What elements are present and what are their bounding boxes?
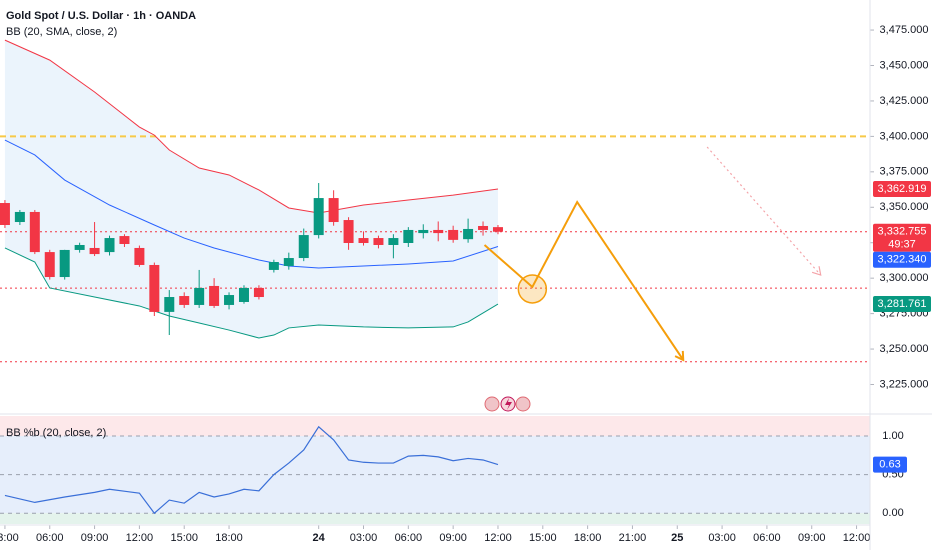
candle-body xyxy=(104,238,115,253)
y-tick-label: 3,225.000 xyxy=(880,378,929,390)
candle-body xyxy=(463,228,474,240)
arrow-head xyxy=(811,266,822,276)
x-tick-label: 03:00 xyxy=(708,532,736,544)
candle-body xyxy=(313,198,324,236)
indicator-label: BB (20, SMA, close, 2) xyxy=(6,26,117,38)
x-tick-label: 12:00 xyxy=(126,532,154,544)
y-tick-label: 3,250.000 xyxy=(880,343,929,355)
x-tick-label: 06:00 xyxy=(395,532,423,544)
price-tag-label: 3,322.340 xyxy=(878,254,927,266)
candle-body xyxy=(194,287,205,305)
candle-body xyxy=(0,203,10,225)
x-tick-label: 09:00 xyxy=(81,532,109,544)
candle-body xyxy=(74,244,85,250)
bb-line xyxy=(4,39,499,214)
candle-body xyxy=(328,198,339,223)
candle-body xyxy=(298,235,309,259)
candle-body xyxy=(343,220,354,244)
candle-body xyxy=(403,229,414,244)
candle-body xyxy=(418,229,429,234)
drawing-line xyxy=(483,200,685,361)
axes: 3,225.0003,250.0003,275.0003,300.0003,32… xyxy=(0,24,931,544)
bb-line xyxy=(4,247,499,339)
price-tag xyxy=(873,180,931,197)
x-tick-label: 06:00 xyxy=(753,532,781,544)
price-tag xyxy=(873,251,931,268)
y-tick-label: 3,300.000 xyxy=(880,272,929,284)
candle-body xyxy=(433,229,444,234)
drawing-circle xyxy=(517,274,548,304)
y2-tick-label: 0.00 xyxy=(882,507,903,519)
candle-body xyxy=(373,238,384,245)
y-tick-label: 3,475.000 xyxy=(880,24,929,36)
x-tick-label: 09:00 xyxy=(439,532,467,544)
candle-body xyxy=(388,238,399,245)
drawing-line xyxy=(706,146,822,276)
arrow-head xyxy=(674,350,685,362)
lower-indicator-label: BB %b (20, close, 2) xyxy=(6,427,106,439)
x-tick-label: 12:00 xyxy=(484,532,512,544)
lower-pane xyxy=(0,425,870,515)
candle-body xyxy=(149,264,160,312)
candle-body xyxy=(29,211,40,253)
main-pane xyxy=(0,39,870,363)
y-tick-label: 3,425.000 xyxy=(880,95,929,107)
pane-fill-bottom xyxy=(0,513,870,524)
candle-body xyxy=(59,249,70,278)
candle-body xyxy=(238,287,249,302)
y-tick-label: 3,450.000 xyxy=(880,59,929,71)
candle-body xyxy=(209,285,220,306)
band-fill xyxy=(4,40,498,338)
candle-body xyxy=(358,238,369,244)
x-tick-label: 03:00 xyxy=(350,532,378,544)
candle-body xyxy=(134,247,145,265)
pctb-tag-label: 0.63 xyxy=(879,459,900,471)
countdown: 49:37 xyxy=(888,239,916,251)
candle-body xyxy=(268,262,279,270)
y-tick-label: 3,400.000 xyxy=(880,130,929,142)
candle-body xyxy=(283,258,294,266)
y-tick-label: 3,350.000 xyxy=(880,201,929,213)
bb-line xyxy=(4,139,499,269)
x-tick-label: 15:00 xyxy=(529,532,557,544)
candle-body xyxy=(14,211,25,223)
x-tick-label: 09:00 xyxy=(798,532,826,544)
x-tick-label: 21:00 xyxy=(619,532,647,544)
candle-body xyxy=(179,296,190,305)
price-tag xyxy=(873,296,931,313)
lower-pane-bg xyxy=(0,416,870,524)
chart-title: Gold Spot / U.S. Dollar · 1h · OANDA xyxy=(6,10,196,22)
x-tick-label: 12:00 xyxy=(843,532,871,544)
candle-body xyxy=(492,227,503,232)
price-tag-label: 3,281.761 xyxy=(878,298,927,310)
price-tag-label: 3,332.755 xyxy=(878,226,927,238)
candle-body xyxy=(119,236,130,244)
x-tick-label: 25 xyxy=(671,532,683,544)
candle-body xyxy=(224,295,235,305)
candle-body xyxy=(478,225,489,230)
y-tick-label: 3,375.000 xyxy=(880,166,929,178)
candle-body xyxy=(448,229,459,240)
candle-body xyxy=(164,297,175,312)
price-tag-label: 3,362.919 xyxy=(878,183,927,195)
pctb-tag xyxy=(873,456,907,473)
candle-body xyxy=(44,252,55,278)
candle-body xyxy=(253,287,264,298)
x-tick-label: 24 xyxy=(313,532,326,544)
x-tick-label: 15:00 xyxy=(170,532,198,544)
pctb-line xyxy=(4,425,499,515)
pane-fill-top xyxy=(0,416,870,437)
price-tag xyxy=(873,223,931,252)
x-tick-label: 18:00 xyxy=(574,532,602,544)
x-tick-label: 03:00 xyxy=(0,532,19,544)
x-tick-label: 18:00 xyxy=(215,532,243,544)
x-tick-label: 06:00 xyxy=(36,532,64,544)
candle-body xyxy=(89,247,100,255)
event-icons xyxy=(484,396,531,412)
y2-tick-label: 1.00 xyxy=(882,430,903,442)
